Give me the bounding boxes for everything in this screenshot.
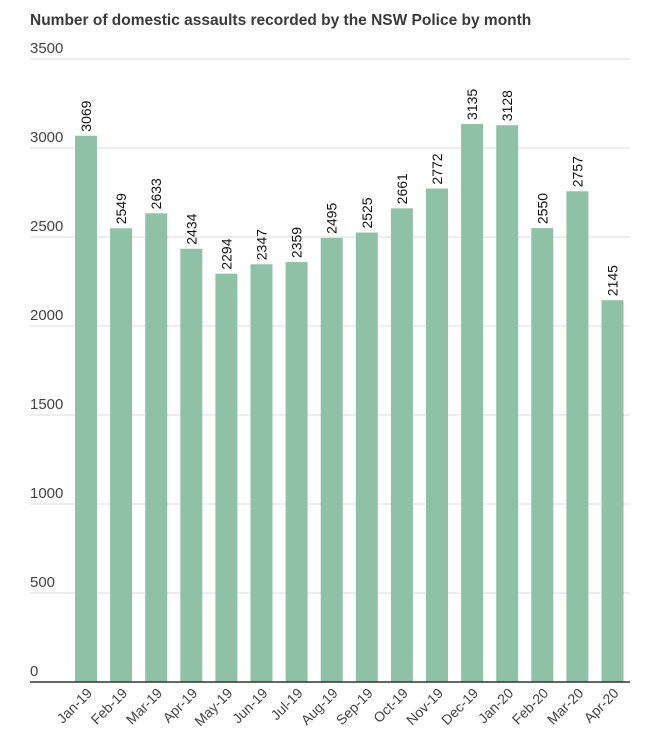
x-tick-label: Jun-19 [229, 685, 271, 727]
bar [215, 273, 238, 682]
data-label: 2757 [569, 156, 585, 187]
bar [390, 208, 413, 683]
bar [285, 262, 308, 682]
x-tick-label: Sep-19 [333, 685, 376, 728]
y-axis-ticks: 0 500 1000 1500 2000 2500 3000 3500 [30, 40, 63, 680]
bar [180, 248, 203, 683]
x-axis-ticks: Jan-19Feb-19Mar-19Apr-19May-19Jun-19Jul-… [54, 685, 622, 729]
bar [531, 228, 554, 682]
y-tick-label: 3500 [30, 40, 63, 57]
data-label: 2294 [218, 238, 234, 269]
data-label: 2145 [605, 265, 621, 296]
y-tick-label: 1500 [30, 396, 63, 413]
bar [496, 125, 519, 682]
data-label: 2661 [394, 173, 410, 204]
data-label: 3128 [499, 90, 515, 121]
x-tick-label: Apr-20 [581, 685, 622, 726]
y-tick-label: 500 [30, 574, 55, 591]
data-label: 2525 [359, 197, 375, 228]
bar [566, 191, 589, 682]
data-label: 2347 [254, 229, 270, 260]
data-label: 2495 [324, 203, 340, 234]
x-tick-label: Jan-19 [54, 685, 96, 727]
bar [250, 264, 273, 682]
data-label: 2549 [113, 193, 129, 224]
data-label: 3069 [78, 100, 94, 131]
y-tick-label: 2500 [30, 218, 63, 235]
x-tick-label: Mar-20 [544, 685, 587, 728]
x-tick-label: Aug-19 [298, 685, 341, 728]
x-tick-label: May-19 [191, 685, 235, 729]
data-label: 2359 [289, 227, 305, 258]
data-label: 2550 [534, 193, 550, 224]
bar [601, 300, 624, 682]
data-label: 2772 [429, 153, 445, 184]
bar [461, 123, 484, 683]
bar [355, 232, 378, 683]
x-tick-label: Feb-19 [88, 685, 131, 728]
bar [75, 135, 97, 682]
x-tick-label: Feb-20 [509, 685, 552, 728]
y-tick-label: 2000 [30, 307, 63, 324]
bar [426, 188, 448, 683]
data-label: 2633 [148, 178, 164, 209]
x-tick-label: Nov-19 [403, 685, 446, 728]
x-tick-label: Dec-19 [438, 685, 481, 728]
y-tick-label: 3000 [30, 129, 63, 146]
data-labels: 3069 2549 2633 2434 2294 2347 2359 2495 2525 2661… [78, 89, 621, 297]
chart-title: Number of domestic assaults recorded by … [30, 12, 531, 29]
bars [75, 123, 624, 683]
data-label: 3135 [464, 89, 480, 120]
bar [145, 213, 168, 683]
y-tick-label: 0 [30, 663, 38, 680]
y-tick-label: 1000 [30, 485, 63, 502]
data-label: 2434 [183, 213, 199, 244]
bar [320, 237, 343, 682]
x-tick-label: Mar-19 [123, 685, 166, 728]
bar [110, 228, 133, 682]
x-tick-label: Jan-20 [475, 685, 517, 727]
